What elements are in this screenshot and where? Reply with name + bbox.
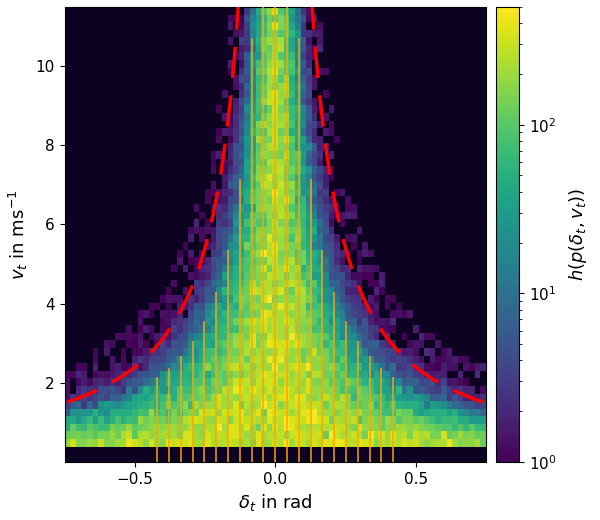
X-axis label: $\delta_t$ in rad: $\delta_t$ in rad bbox=[238, 492, 313, 513]
Y-axis label: $h(p(\delta_t, v_t))$: $h(p(\delta_t, v_t))$ bbox=[568, 188, 589, 281]
Y-axis label: $v_t$ in ms$^{-1}$: $v_t$ in ms$^{-1}$ bbox=[7, 189, 30, 280]
